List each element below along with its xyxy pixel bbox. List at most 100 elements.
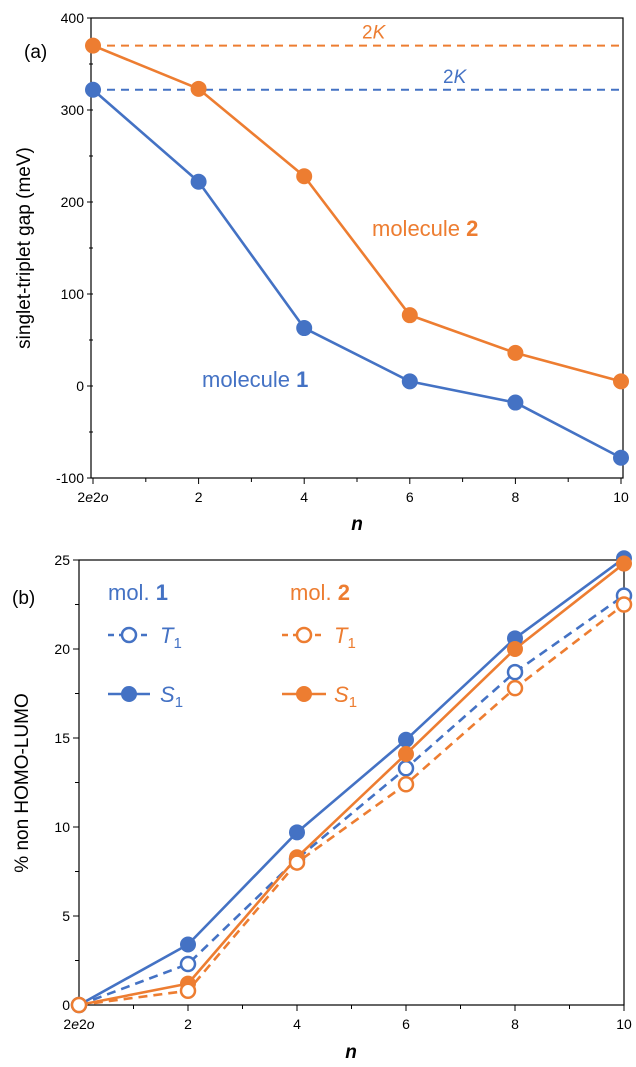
data-point-mol2 [190, 80, 207, 97]
x-tick-label-part: 2 [93, 489, 101, 505]
legend-mol1-t1-sub: 1 [173, 635, 181, 652]
data-point-mol1 [507, 394, 524, 411]
x-tick-label: 4 [293, 1016, 301, 1032]
data-point-mol1-s1 [289, 824, 305, 841]
data-point-mol2-s1 [616, 555, 632, 572]
legend-mol2-prefix: mol. [290, 580, 338, 605]
data-point-mol1 [401, 373, 418, 390]
x-tick-label-part: 2 [77, 489, 85, 505]
reference-label-mol2: 2K [362, 23, 387, 44]
legend-mol2-s1-base: S [334, 682, 349, 707]
data-point-mol1 [296, 320, 313, 337]
reference-label-part: 2 [443, 67, 454, 88]
y-tick-label: 200 [61, 194, 85, 210]
y-tick-label: 300 [61, 102, 85, 118]
x-tick-label: 2e2o [63, 1016, 94, 1032]
y-tick-label: 100 [61, 286, 85, 302]
legend-mol1-t1-marker [120, 626, 138, 644]
x-axis-label-b: n [345, 1042, 357, 1063]
x-tick-label: 6 [402, 1016, 410, 1032]
data-point-mol2-t1 [397, 776, 415, 793]
x-tick-label: 8 [511, 1016, 519, 1032]
data-point-mol2 [296, 168, 313, 185]
legend-mol1-header: mol. 1 [108, 580, 168, 605]
series-line-mol1-t1 [78, 594, 625, 1007]
data-point-mol2-t1 [70, 996, 88, 1014]
y-tick-label: 0 [62, 997, 70, 1013]
series-lines-a [92, 44, 622, 459]
y-tick-label: 20 [54, 641, 70, 657]
y-tick-label: 400 [61, 10, 85, 26]
y-axis-label-a: singlet-triplet gap (meV) [14, 147, 35, 349]
x-tick-label-part: e [85, 489, 93, 505]
x-tick-label: 10 [613, 489, 629, 505]
x-tick-label: 8 [512, 489, 520, 505]
data-point-mol1 [190, 173, 207, 190]
y-axis-label-b: % non HOMO-LUMO [12, 693, 33, 872]
y-ticks-b: 0 5 10 15 20 25 [54, 552, 79, 1013]
y-tick-label: -100 [56, 470, 84, 486]
data-point-mol2-t1 [506, 679, 524, 697]
series-line-mol2-t1 [78, 603, 625, 1007]
x-tick-label: 2 [195, 489, 203, 505]
data-point-mol2 [613, 373, 629, 390]
series-points-a [85, 37, 629, 466]
legend-mol1-s1-label: S1 [160, 682, 183, 711]
series-line-mol2 [92, 44, 622, 383]
plot-area-a [90, 17, 624, 479]
data-point-mol2-t1 [288, 854, 306, 871]
y-tick-label: 15 [54, 730, 70, 746]
reference-label-part: K [373, 23, 387, 44]
annotation-molecule-1-number: 1 [296, 367, 308, 392]
data-point-mol1-t1 [179, 955, 197, 973]
data-point-mol1-s1 [180, 936, 196, 953]
legend-mol2-s1-sub: 1 [349, 694, 357, 711]
series-line-mol1 [92, 88, 622, 459]
legend-mol2-t1-label: T1 [334, 623, 356, 652]
reference-label-part: 2 [362, 23, 373, 44]
legend-mol2-t1-base: T [334, 623, 349, 648]
series-line-mol2-s1 [78, 562, 625, 1007]
x-ticks-b: 2e2o 2 4 6 8 10 [63, 1005, 632, 1032]
panel-a-chart: (a) singlet-triplet gap (meV) n -100 0 100… [14, 10, 629, 535]
x-axis-label-a: n [351, 514, 363, 535]
annotation-molecule-1-prefix: molecule [202, 367, 296, 392]
x-tick-label: 10 [616, 1016, 632, 1032]
data-point-mol2-s1 [507, 641, 523, 657]
legend-mol2-s1-label: S1 [334, 682, 357, 711]
legend-mol2-header: mol. 2 [290, 580, 350, 605]
data-point-mol1 [85, 81, 101, 98]
legend-mol1-number: 1 [156, 580, 168, 605]
data-point-mol2-t1 [615, 596, 633, 613]
data-point-mol1-s1 [398, 731, 414, 748]
data-point-mol1-t1 [506, 663, 524, 681]
legend-mol2-t1-sub: 1 [347, 635, 355, 652]
reference-label-part: K [454, 67, 468, 88]
legend-mol1-s1-base: S [160, 682, 175, 707]
annotation-molecule-2: molecule 2 [372, 216, 478, 241]
x-tick-label: 2 [184, 1016, 192, 1032]
legend-mol1-prefix: mol. [108, 580, 156, 605]
x-tick-label: 4 [300, 489, 308, 505]
x-tick-label-part: 2 [63, 1016, 71, 1032]
x-tick-label-part: 2 [79, 1016, 87, 1032]
annotation-molecule-1: molecule 1 [202, 367, 308, 392]
data-point-mol2-t1 [179, 982, 197, 1000]
legend-mol1-t1-base: T [160, 623, 175, 648]
annotation-molecule-2-prefix: molecule [372, 216, 466, 241]
y-tick-label: 25 [54, 552, 70, 568]
annotation-molecule-2-number: 2 [466, 216, 478, 241]
series-lines-b [78, 557, 625, 1007]
legend-mol2-s1-marker [296, 686, 312, 702]
legend-mol2-t1-marker [295, 626, 313, 644]
legend-b: mol. 1 mol. 2 T1 T1 S1 [108, 580, 357, 711]
panel-label-b: (b) [12, 588, 35, 609]
x-tick-label: 2e2o [77, 489, 108, 505]
y-tick-label: 10 [54, 819, 70, 835]
series-line-mol1-s1 [78, 557, 625, 1007]
x-tick-label-part: e [71, 1016, 79, 1032]
panel-label-a: (a) [24, 42, 47, 63]
